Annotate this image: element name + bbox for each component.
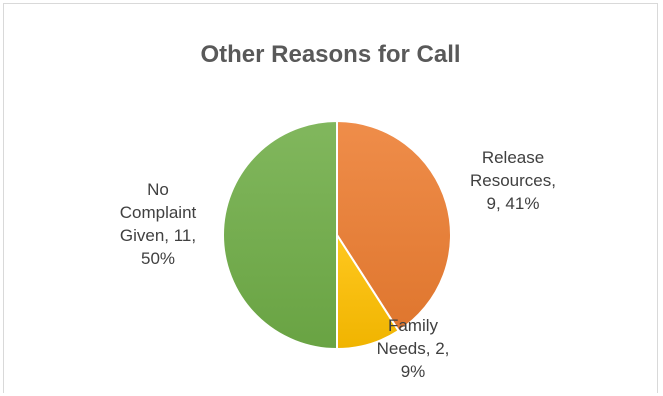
data-label-family-needs: Family Needs, 2, 9% xyxy=(377,316,450,381)
data-label-no-complaint-given: No Complaint Given, 11, 50% xyxy=(120,180,197,268)
pie-slice-no-complaint-given xyxy=(222,119,338,351)
data-label-release-resources: Release Resources, 9, 41% xyxy=(470,148,556,213)
chart-title: Other Reasons for Call xyxy=(200,41,461,68)
